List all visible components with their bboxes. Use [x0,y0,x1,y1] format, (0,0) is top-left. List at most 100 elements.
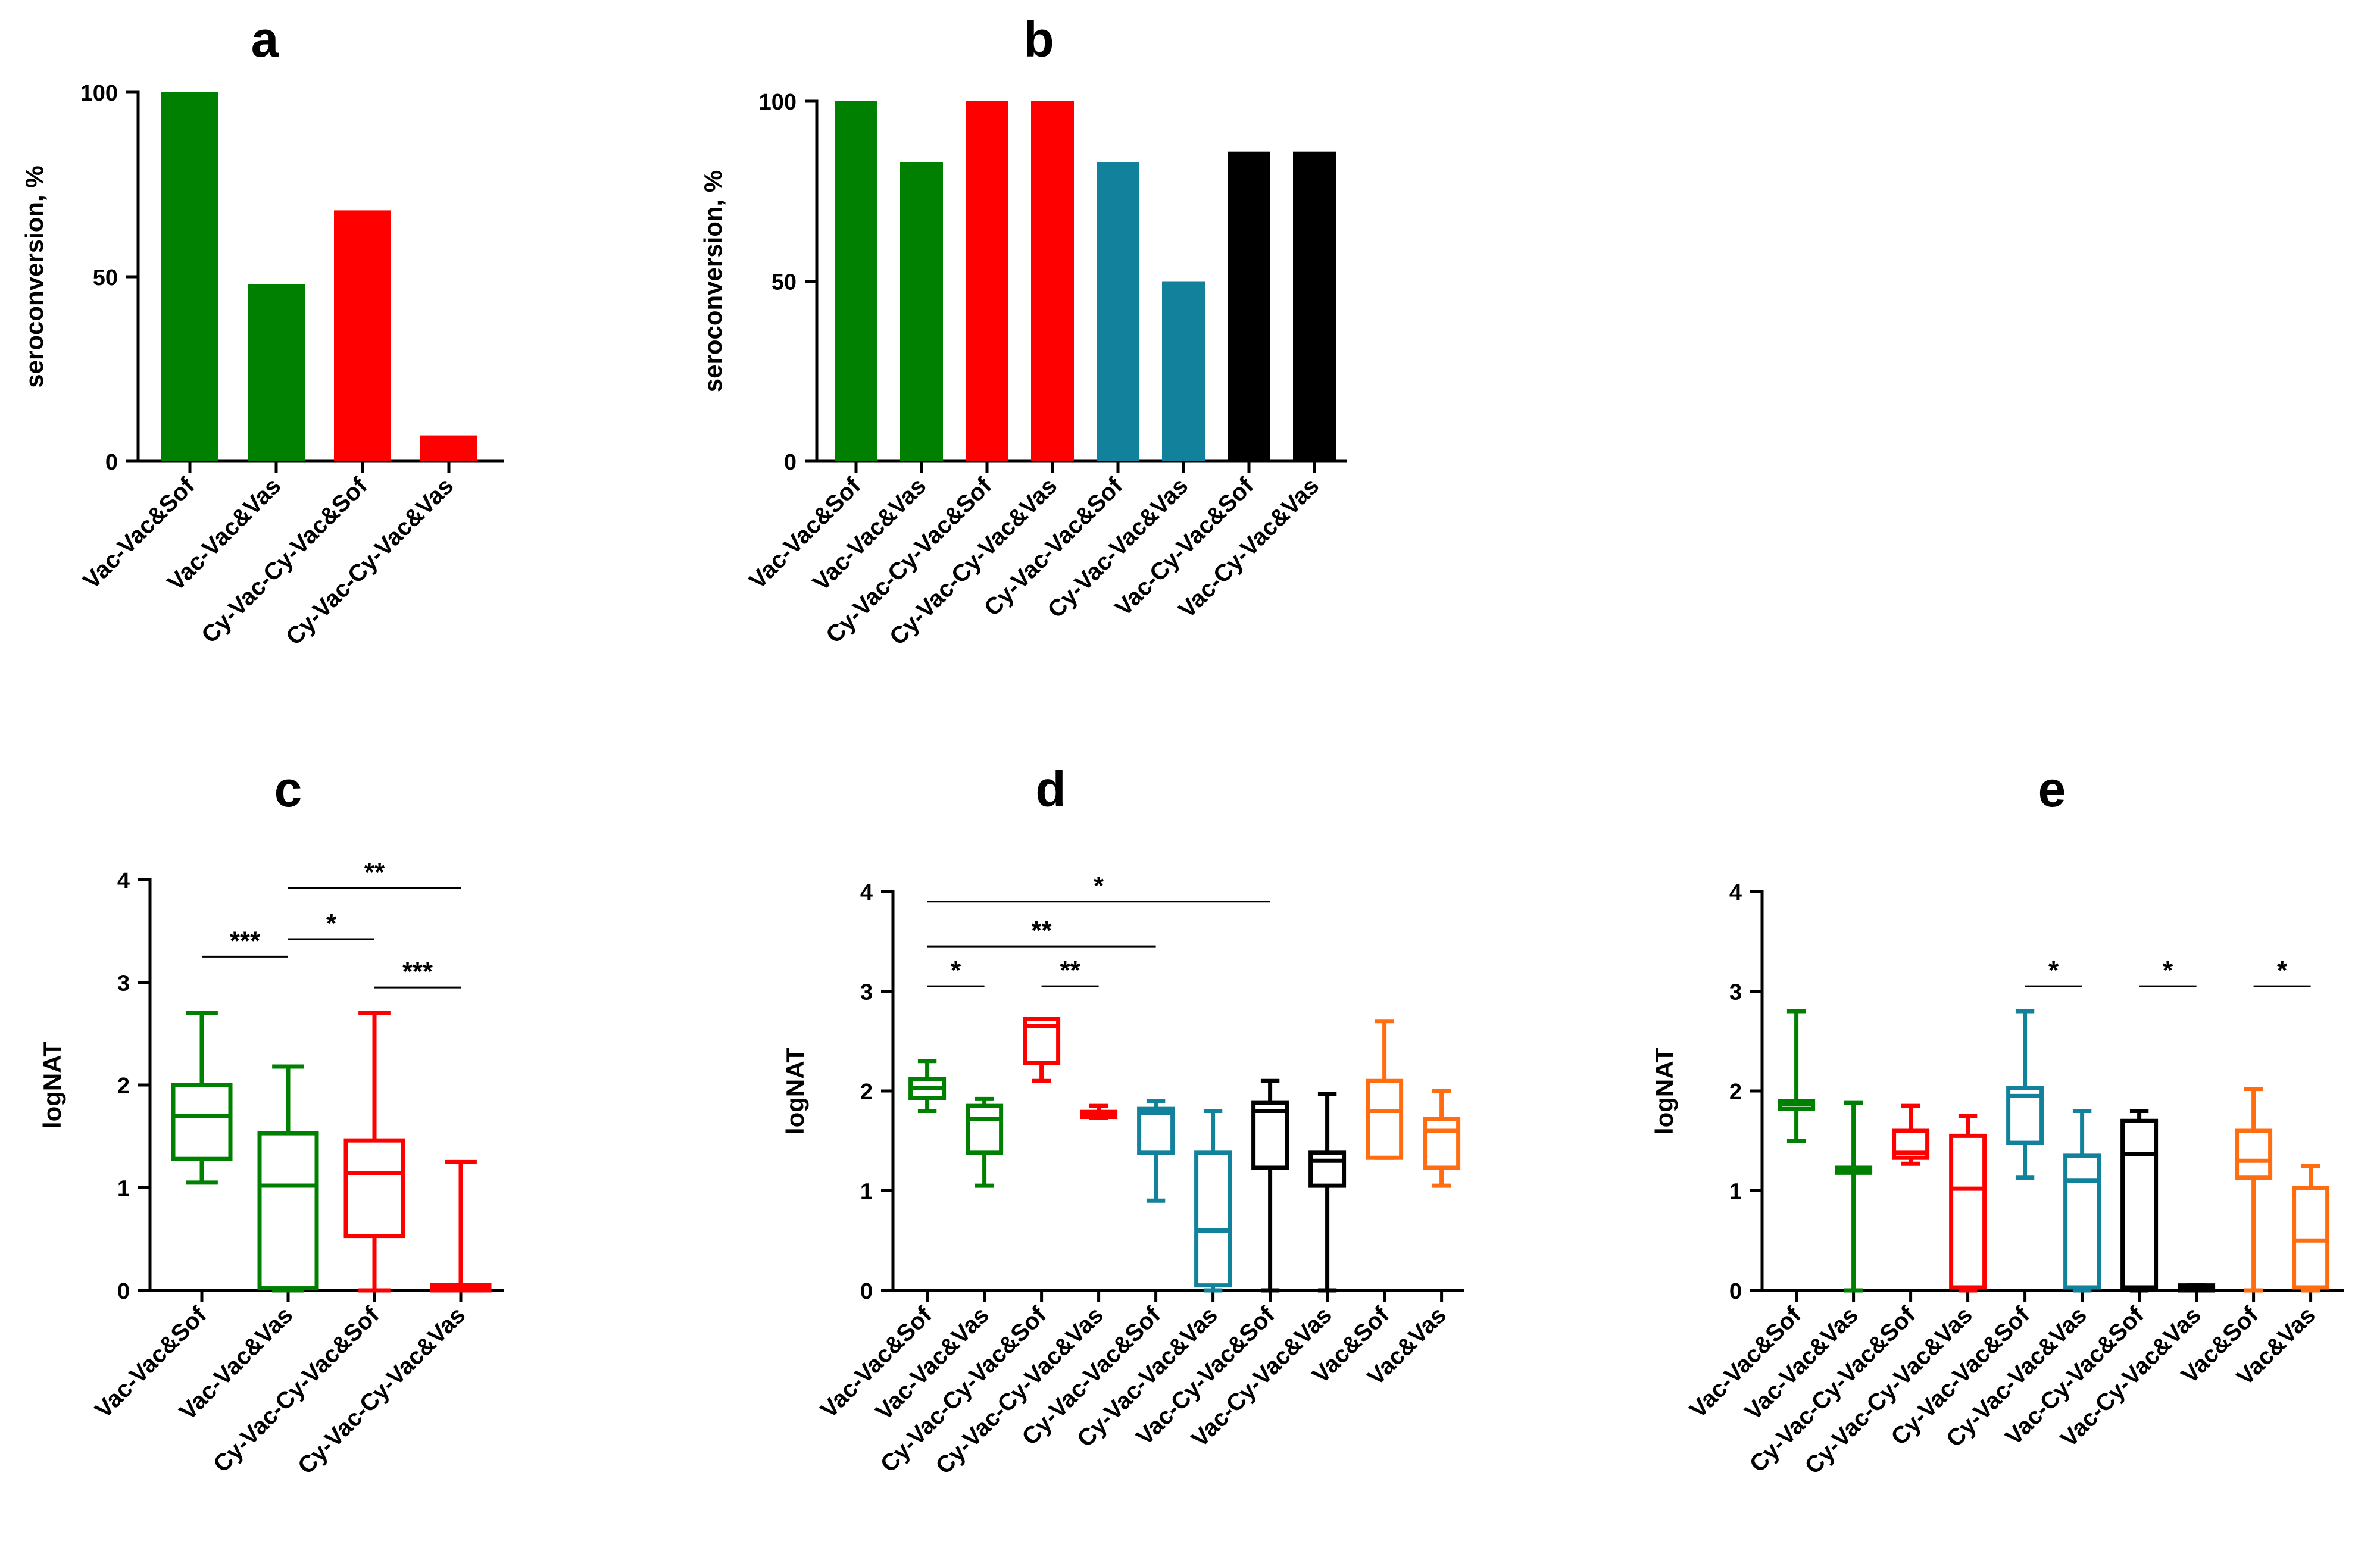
box-plot [2063,1109,2101,1293]
y-axis-label: logNAT [781,1048,809,1135]
y-tick-label: 3 [860,980,873,1005]
y-tick-label: 2 [1729,1080,1742,1105]
y-tick-label: 100 [80,81,118,106]
bar [1162,281,1205,461]
box-plot [343,1011,405,1293]
box-plot [171,1011,233,1185]
box-plot [1423,1089,1461,1188]
iqr-box [257,1131,319,1291]
bar [966,101,1008,461]
significance-label: * [2048,956,2059,985]
panel-c: c01234logNATVac-Vac&SofVac-Vac&VasCy-Vac… [38,761,504,1480]
y-tick-label: 0 [860,1279,873,1304]
y-tick-label: 0 [1729,1279,1742,1304]
x-tick-label: Cy-Vac-Cy-Vac&Sof [196,473,373,649]
y-tick-label: 0 [105,450,118,475]
panel-label: a [251,11,280,67]
bar [900,162,943,461]
iqr-box [1949,1133,1987,1290]
box-plot [1949,1114,1987,1293]
y-tick-label: 100 [759,90,797,115]
iqr-box [2120,1118,2159,1290]
iqr-box [2063,1153,2101,1290]
panel-b: b 0 50 100 seroconversion, % Vac-Vac&SofVac-V… [699,11,1347,651]
y-tick-label: 4 [1729,880,1742,905]
significance-label: * [951,956,961,985]
iqr-box [171,1083,233,1161]
panel-d: d01234logNATVac-Vac&SofVac-Vac&VasCy-Vac… [781,761,1464,1480]
significance-label: * [326,909,337,938]
significance-label: ** [1060,956,1080,985]
y-axis-label: seroconversion, % [699,170,727,392]
significance-label: *** [230,926,261,955]
box-plot [2178,1283,2216,1293]
box-plot [908,1059,947,1113]
iqr-box [966,1103,1004,1155]
box-plot [1194,1109,1232,1293]
box-plot [1366,1019,1404,1160]
panel-label: d [1035,761,1066,817]
box-plot [1137,1099,1175,1203]
iqr-box [343,1138,405,1239]
box-plot [2235,1087,2273,1293]
significance-label: *** [402,957,433,986]
y-tick-label: 50 [93,265,118,290]
panel-label: c [274,761,302,817]
box-plot [257,1064,319,1293]
bar [835,101,877,461]
y-tick-label: 1 [117,1177,130,1202]
y-tick-label: 50 [772,270,797,295]
significance-label: * [2277,956,2288,985]
iqr-box [2235,1128,2273,1180]
y-axis-label: seroconversion, % [20,165,48,387]
panel-e: e01234logNATVac-Vac&SofVac-Vac&VasCy-Vac… [1650,761,2344,1480]
panel-label: e [2038,761,2066,817]
bar [1097,162,1139,461]
y-tick-label: 4 [117,868,130,893]
box-plot [2292,1164,2330,1293]
y-tick-label: 3 [117,971,130,996]
iqr-box [1194,1150,1232,1288]
significance-label: * [2163,956,2173,985]
x-tick-label: Cy-Vac-Cy-Vac&Sof [208,1302,385,1478]
iqr-box [1308,1150,1347,1188]
iqr-box [2292,1185,2330,1290]
box-plot [1308,1092,1347,1293]
iqr-box [1137,1106,1175,1155]
y-tick-label: 4 [860,880,873,905]
bar [1293,151,1336,461]
bar [1031,101,1074,461]
y-tick-label: 1 [860,1180,873,1205]
y-tick-label: 0 [117,1279,130,1304]
y-tick-label: 0 [784,450,797,475]
y-tick-label: 2 [117,1074,130,1099]
iqr-box [1423,1117,1461,1170]
box-plot [1778,1009,1816,1143]
box-plot [1080,1103,1118,1120]
bar [161,92,218,461]
iqr-box [1251,1100,1289,1170]
box-plot [430,1159,492,1293]
x-tick-label: Cy-Vac-Cy-Vac&Vas [293,1302,470,1479]
bar [248,284,305,461]
box-plot [2006,1009,2044,1180]
box-plot [1023,1017,1061,1083]
y-tick-label: 3 [1729,980,1742,1005]
y-axis-label: logNAT [38,1042,66,1129]
y-tick-label: 2 [860,1080,873,1105]
bar [1228,151,1270,461]
box-plot [2120,1109,2159,1293]
significance-label: ** [1031,916,1052,945]
x-tick-label: Vac-Vac&Vas [808,473,931,596]
box-plot [1251,1078,1289,1293]
significance-label: * [1094,871,1104,901]
panel-label: b [1023,11,1054,67]
bar [420,435,477,461]
y-axis-label: logNAT [1650,1048,1678,1135]
box-plot [966,1096,1004,1188]
significance-label: ** [364,858,385,887]
x-tick-label: Vac-Vac&Sof [744,473,866,595]
box-plot [1835,1100,1873,1293]
